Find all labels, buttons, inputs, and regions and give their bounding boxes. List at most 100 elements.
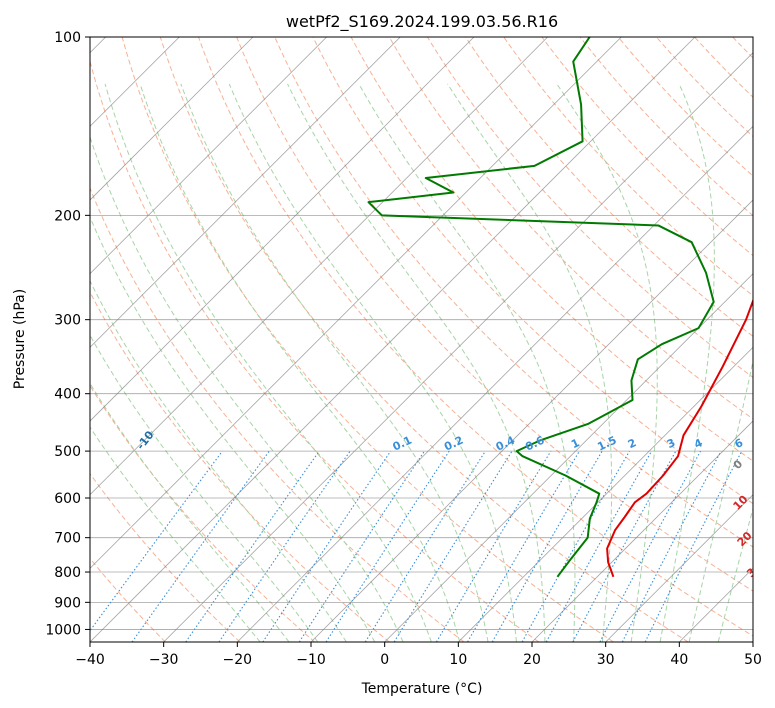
x-tick-label: 10 <box>449 652 467 668</box>
mixing-ratio-line <box>298 450 425 642</box>
dry-adiabat <box>694 37 753 98</box>
moist-adiabat <box>228 83 517 642</box>
x-tick-label: −30 <box>149 652 179 668</box>
moist-adiabat <box>90 334 319 642</box>
mixing-ratio-label: 2 <box>626 436 638 451</box>
dry-adiabat <box>274 37 753 548</box>
mixing-ratio-line <box>131 450 270 642</box>
moist-adiabat <box>90 382 290 642</box>
dry-adiabat-label: -30 <box>0 363 1 387</box>
mixing-ratio-line <box>467 450 580 642</box>
isotherm <box>90 37 475 422</box>
moist-adiabat <box>287 83 546 642</box>
plot-frame <box>89 36 754 643</box>
isotherm <box>237 125 753 642</box>
mixing-ratio-label: 3 <box>665 436 677 451</box>
dry-adiabat-label: -20 <box>58 403 81 427</box>
mixing-ratio-label: 6 <box>733 436 746 451</box>
dry-adiabat <box>121 37 614 642</box>
moist-adiabat <box>90 279 347 642</box>
isotherm <box>90 37 254 201</box>
y-axis-label: Pressure (hPa) <box>12 289 28 389</box>
mixing-ratio-line <box>262 450 392 642</box>
y-tick-label: 600 <box>54 491 81 507</box>
x-tick-label: −40 <box>75 652 105 668</box>
dry-adiabat <box>236 37 753 592</box>
y-tick-label: 1000 <box>45 622 81 638</box>
dewpoint-profile <box>367 37 715 578</box>
mixing-ratio-label: 0.6 <box>523 433 546 453</box>
x-tick-label: −20 <box>223 652 253 668</box>
isotherm <box>90 37 401 348</box>
mixing-ratio-label: 0.1 <box>391 434 414 454</box>
mixing-ratio-label: 4 <box>692 436 705 451</box>
moist-adiabat <box>358 83 576 642</box>
moist-adiabat-label: 0 <box>731 457 746 472</box>
isotherm <box>605 494 753 642</box>
isotherm <box>163 52 753 642</box>
mixing-ratio-line <box>393 450 513 642</box>
x-tick-label: 20 <box>523 652 541 668</box>
dry-adiabat <box>426 37 753 378</box>
moist-adiabat <box>90 215 376 642</box>
mixing-ratio-label: 8 <box>761 436 773 451</box>
isotherm <box>90 37 622 569</box>
y-tick-label: 300 <box>54 313 81 329</box>
mixing-ratio-line <box>491 450 603 642</box>
dry-adiabat <box>90 384 316 642</box>
y-tick-label: 400 <box>54 387 81 403</box>
chart-title: wetPf2_S169.2024.199.03.56.R16 <box>286 12 558 32</box>
x-axis-label: Temperature (°C) <box>361 681 483 697</box>
dry-adiabat <box>503 37 753 297</box>
x-tick-label: 50 <box>744 652 762 668</box>
x-tick-label: 0 <box>380 652 389 668</box>
mixing-ratio-line <box>644 450 743 642</box>
dry-adiabat <box>732 37 753 59</box>
plot-area: -100-90-80-70-60-50-40-30-20-10010203040… <box>0 37 775 642</box>
dry-adiabat <box>350 37 753 462</box>
moist-adiabat <box>659 83 715 642</box>
mixing-ratio-label: 0.2 <box>442 434 465 454</box>
mixing-ratio-line <box>364 450 486 642</box>
mixing-ratio-line <box>218 450 351 642</box>
y-tick-label: 100 <box>54 30 81 46</box>
isotherm <box>90 37 696 642</box>
mixing-ratio-line <box>599 450 702 642</box>
mixing-ratio-label: 0.4 <box>494 434 517 454</box>
mixing-ratio-line <box>325 450 450 642</box>
mixing-ratio-label: 1.5 <box>595 434 618 454</box>
moist-adiabat-label: 10 <box>731 493 751 513</box>
isotherm <box>310 199 753 642</box>
isotherm <box>384 273 753 642</box>
y-tick-label: 500 <box>54 444 81 460</box>
mixing-ratio-line <box>545 450 653 642</box>
mixing-ratio-line <box>572 450 677 642</box>
mixing-ratio-line <box>90 450 223 632</box>
moist-adiabat <box>90 135 404 642</box>
moist-adiabat <box>717 506 753 642</box>
moist-adiabat <box>139 83 461 642</box>
mixing-ratio-label: 1 <box>569 436 581 451</box>
isotherm <box>531 420 753 642</box>
moist-adiabat-label: 40 <box>762 586 775 606</box>
moist-adiabat <box>180 83 489 642</box>
isotherm <box>752 641 753 642</box>
dry-adiabat <box>579 37 753 217</box>
isotherm <box>458 346 753 642</box>
mixing-ratio-line <box>435 450 552 642</box>
x-tick-label: 30 <box>597 652 615 668</box>
isotherm <box>90 37 548 496</box>
temperature-profile <box>606 298 753 578</box>
mixing-ratio-line <box>521 450 630 642</box>
isotherm <box>90 37 327 275</box>
dry-adiabat <box>90 59 540 642</box>
x-tick-label: −10 <box>296 652 326 668</box>
moist-adiabat <box>688 358 753 642</box>
dry-adiabat <box>465 37 753 337</box>
dry-adiabat <box>90 291 390 642</box>
moist-adiabat <box>556 83 658 642</box>
moist-adiabat-label: 30 <box>744 560 764 580</box>
dry-adiabat <box>90 186 465 642</box>
